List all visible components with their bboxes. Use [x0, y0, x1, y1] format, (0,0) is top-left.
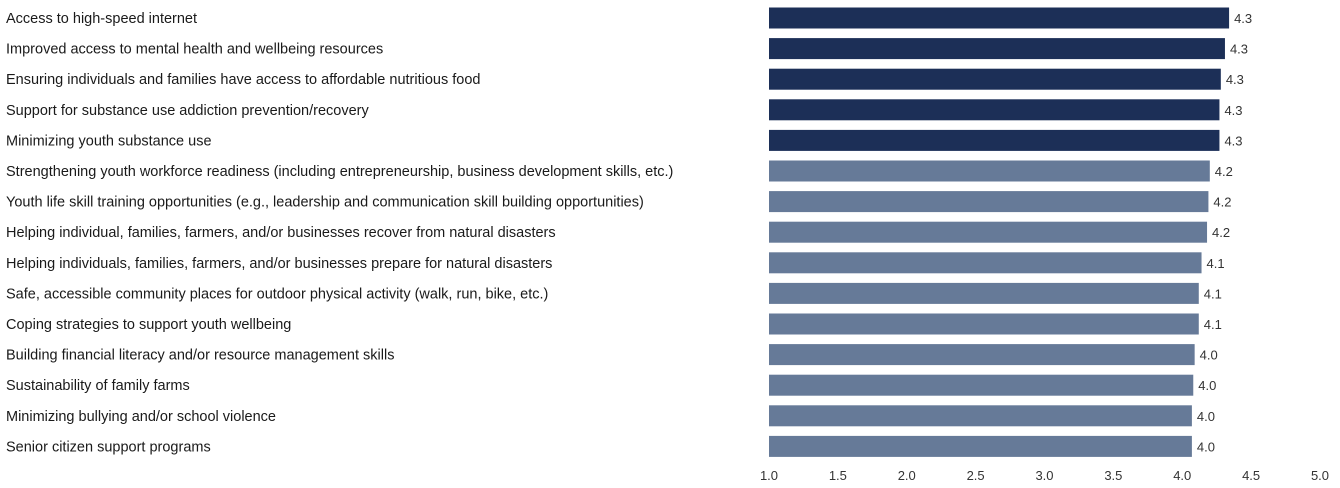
category-label: Sustainability of family farms: [6, 378, 190, 394]
data-label: 4.2: [1213, 195, 1231, 210]
data-label: 4.3: [1224, 103, 1242, 118]
category-label: Helping individual, families, farmers, a…: [6, 225, 556, 241]
x-tick-label: 1.0: [760, 468, 778, 483]
data-label: 4.0: [1197, 439, 1215, 454]
data-label: 4.2: [1215, 164, 1233, 179]
category-label: Building financial literacy and/or resou…: [6, 348, 394, 364]
x-tick-label: 3.5: [1104, 468, 1122, 483]
category-label: Strengthening youth workforce readiness …: [6, 164, 673, 180]
x-tick-label: 3.0: [1035, 468, 1053, 483]
bar: [769, 129, 1220, 151]
data-label: 4.3: [1224, 133, 1242, 148]
bar: [769, 405, 1192, 427]
category-label: Support for substance use addiction prev…: [6, 103, 369, 119]
x-tick-label: 4.5: [1242, 468, 1260, 483]
x-tick-label: 1.5: [829, 468, 847, 483]
bar: [769, 99, 1220, 121]
x-tick-label: 2.5: [967, 468, 985, 483]
data-label: 4.0: [1198, 378, 1216, 393]
data-label: 4.2: [1212, 225, 1230, 240]
data-label: 4.1: [1204, 317, 1222, 332]
category-label: Senior citizen support programs: [6, 439, 211, 455]
bar: [769, 374, 1194, 396]
x-tick-label: 5.0: [1311, 468, 1329, 483]
data-label: 4.0: [1197, 409, 1215, 424]
bar: [769, 160, 1210, 182]
category-label: Ensuring individuals and families have a…: [6, 72, 481, 88]
x-tick-label: 4.0: [1173, 468, 1191, 483]
bar: [769, 38, 1225, 60]
value-labels: 4.3 4.3 4.3 4.3 4.3 4.2 4.2 4.2 4.1 4.1 4.1 4.0 4.0 4…: [1197, 11, 1252, 454]
bar: [769, 344, 1195, 366]
bar: [769, 7, 1230, 29]
bar: [769, 435, 1192, 457]
data-label: 4.1: [1207, 256, 1225, 271]
category-label: Coping strategies to support youth wellb…: [6, 317, 291, 333]
bar: [769, 191, 1209, 213]
x-axis-ticks: 1.0 1.5 2.0 2.5 3.0 3.5 4.0 4.5 5.0: [760, 468, 1329, 483]
bar: [769, 221, 1208, 243]
category-label: Youth life skill training opportunities …: [6, 195, 644, 211]
bar: [769, 313, 1199, 335]
data-label: 4.3: [1234, 11, 1252, 26]
category-label: Access to high-speed internet: [6, 11, 197, 27]
data-label: 4.3: [1226, 72, 1244, 87]
category-label: Safe, accessible community places for ou…: [6, 286, 548, 302]
data-label: 4.3: [1230, 42, 1248, 57]
category-label: Helping individuals, families, farmers, …: [6, 256, 552, 272]
x-tick-label: 2.0: [898, 468, 916, 483]
bar: [769, 282, 1199, 304]
bar: [769, 252, 1202, 274]
data-label: 4.1: [1204, 286, 1222, 301]
category-label: Improved access to mental health and wel…: [6, 42, 383, 58]
bars: [769, 7, 1230, 457]
data-label: 4.0: [1200, 348, 1218, 363]
category-label: Minimizing bullying and/or school violen…: [6, 409, 276, 425]
bar: [769, 68, 1221, 90]
category-label: Minimizing youth substance use: [6, 133, 212, 149]
category-labels: Access to high-speed internet Improved ac…: [6, 11, 673, 455]
